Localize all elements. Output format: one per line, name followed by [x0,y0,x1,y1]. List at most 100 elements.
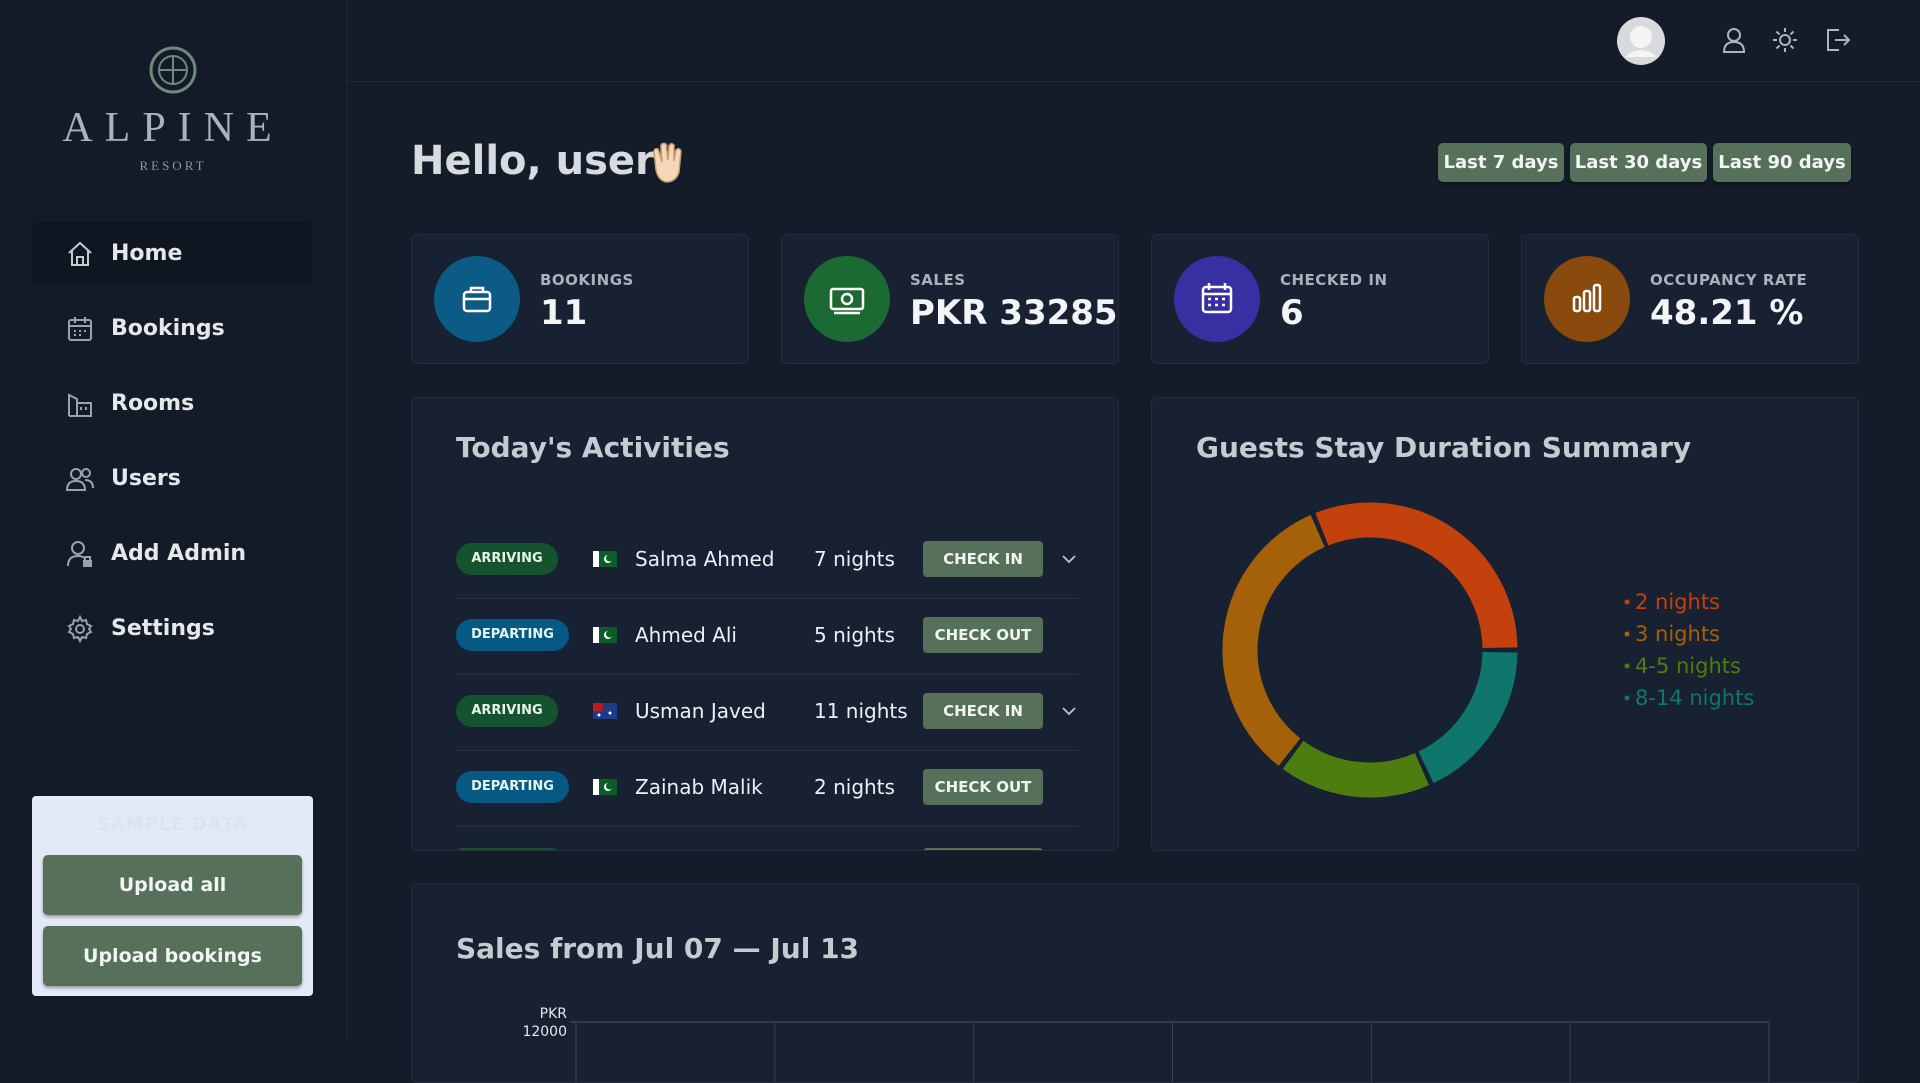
action-button[interactable]: CHECK OUT [923,617,1043,653]
sales-card: Sales from Jul 07 — Jul 13 PKR 12000 [411,883,1859,1083]
stat-label: OCCUPANCY RATE [1650,271,1808,289]
chart-title: Sales from Jul 07 — Jul 13 [456,932,860,965]
nav-icon [67,541,92,567]
stat-card: BOOKINGS 11 [411,234,749,364]
stat-value: PKR 33285 [910,293,1118,333]
stat-icon [804,256,890,342]
flag-icon [593,551,617,567]
range-button[interactable]: Last 30 days [1570,143,1707,182]
nav-item[interactable]: Bookings [32,297,313,360]
action-button[interactable] [923,848,1043,850]
stat-value: 11 [540,293,588,333]
nav-label: Rooms [111,391,195,416]
sidebar: ALPINE RESORT Home Bookings Rooms Users Add … [0,0,347,1039]
logo-name: ALPINE [62,105,284,151]
status-badge: ARRIVING [456,543,558,575]
stat-value: 6 [1280,293,1304,333]
donut-segment [1282,740,1429,798]
chart-title: Guests Stay Duration Summary [1196,431,1692,464]
legend-label: 2 nights [1635,590,1720,614]
y-tick-label: 12000 [522,1024,567,1040]
nav-icon [68,317,92,341]
range-button[interactable]: Last 7 days [1438,143,1564,182]
donut-segment [1315,502,1518,649]
flag-icon [593,703,617,719]
sample-title: SAMPLE DATA [96,814,249,835]
topbar [347,0,1920,82]
upload-button[interactable]: Upload bookings [43,926,302,986]
donut-chart: 2 nights 3 nights 4-5 nights 8-14 nights [1222,502,1754,798]
legend-marker [1624,599,1630,605]
stat-card: CHECKED IN 6 [1151,234,1489,364]
stay-card: Guests Stay Duration Summary 2 nights 3 n… [1151,397,1859,851]
logo-tagline: RESORT [139,158,207,173]
nav-item[interactable]: Settings [32,597,313,660]
row-divider [456,598,1079,599]
legend-marker [1624,631,1630,637]
sales-chart: PKR 12000 [522,1006,1770,1082]
stat-card: SALES PKR 33285 [781,234,1119,364]
nav-icon [68,393,92,417]
action-button[interactable]: CHECK IN [923,541,1043,577]
nav-item[interactable]: Users [32,447,313,510]
guest-name: Salma Ahmed [635,547,775,571]
expand-icon[interactable] [1061,706,1077,716]
stat-label: CHECKED IN [1280,271,1388,289]
nights: 7 nights [814,547,895,571]
range-button[interactable]: Last 90 days [1713,143,1851,182]
nav-label: Settings [111,616,215,641]
nav-icon [68,241,92,266]
donut-segment [1222,514,1326,766]
nav-icon [67,614,93,644]
stat-icon [1174,256,1260,342]
status-badge: DEPARTING [456,771,569,803]
stat-label: SALES [910,271,966,289]
stat-icon [1544,256,1630,342]
nav-icon [65,468,94,491]
stat-icon [434,256,520,342]
status-badge [456,848,558,850]
nav-item[interactable]: Home [32,222,313,285]
legend-marker [1624,663,1630,669]
stat-card: OCCUPANCY RATE 48.21 % [1521,234,1859,364]
guest-name: Ahmed Ali [635,623,737,647]
logout-icon[interactable] [1823,26,1851,54]
wave-icon [653,142,682,183]
row-divider [456,674,1079,675]
donut-segment [1418,651,1518,784]
guest-name: Zainab Malik [635,775,763,799]
row-divider [456,750,1079,751]
nav-label: Add Admin [111,541,247,566]
action-button[interactable]: CHECK OUT [923,769,1043,805]
guest-name: Usman Javed [635,699,766,723]
greeting: Hello, user! [411,138,674,184]
nav-item[interactable]: Add Admin [32,522,313,585]
flag-icon [593,779,617,795]
row-divider [456,826,1079,827]
flag-icon [593,627,617,643]
stat-value: 48.21 % [1650,293,1804,333]
logo-icon [149,46,197,94]
upload-button[interactable]: Upload all [43,855,302,915]
expand-icon[interactable] [1061,554,1077,564]
stat-label: BOOKINGS [540,271,634,289]
avatar[interactable] [1615,15,1667,67]
nav-label: Users [111,466,181,491]
nav-label: Bookings [111,316,225,341]
nav-label: Home [111,241,183,266]
nights: 2 nights [814,775,895,799]
legend-label: 3 nights [1635,622,1720,646]
legend-marker [1624,695,1630,701]
profile-icon[interactable] [1720,26,1748,54]
legend-label: 4-5 nights [1635,654,1741,678]
nav-item[interactable]: Rooms [32,372,313,435]
sample-panel: SAMPLE DATA Upload all Upload bookings [32,796,313,996]
status-badge: ARRIVING [456,695,558,727]
activities-title: Today's Activities [456,431,730,464]
theme-icon[interactable] [1771,26,1799,54]
action-button[interactable]: CHECK IN [923,693,1043,729]
legend-label: 8-14 nights [1635,686,1754,710]
nights: 11 nights [814,699,908,723]
activities-card: Today's Activities ARRIVING Salma Ahmed 7 … [411,397,1119,851]
